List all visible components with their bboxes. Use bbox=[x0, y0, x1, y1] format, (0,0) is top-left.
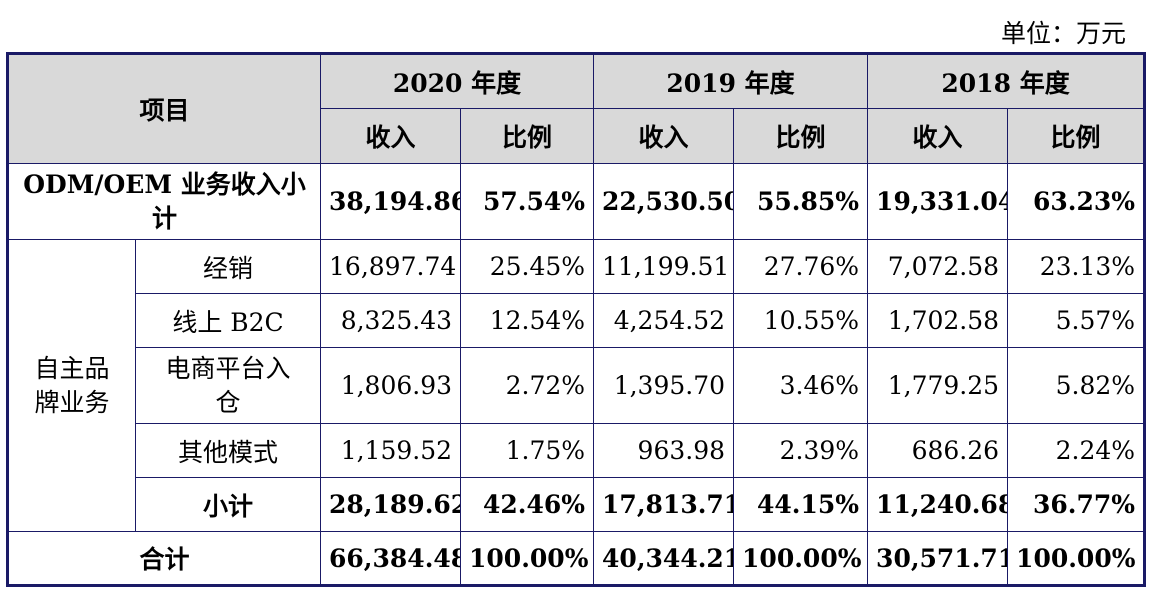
cell-value: 30,571.71 bbox=[867, 531, 1009, 587]
cell-value: 2.24% bbox=[1007, 423, 1147, 478]
table-row: 其他模式 1,159.52 1.75% 963.98 2.39% 686.26 … bbox=[8, 423, 1147, 478]
header-revenue: 收入 bbox=[320, 108, 462, 164]
cell-value: 1,806.93 bbox=[320, 347, 462, 424]
cell-value: 11,240.68 bbox=[867, 477, 1009, 532]
cell-value: 963.98 bbox=[593, 423, 735, 478]
cell-value: 40,344.21 bbox=[593, 531, 735, 587]
cell-value: 22,530.50 bbox=[593, 163, 735, 240]
row-label-total: 合计 bbox=[5, 531, 322, 587]
row-label: 线上 B2C bbox=[134, 293, 322, 348]
row-label: 经销 bbox=[134, 239, 322, 294]
cell-value: 38,194.86 bbox=[320, 163, 462, 240]
cell-value: 36.77% bbox=[1007, 477, 1147, 532]
row-label: 其他模式 bbox=[134, 423, 322, 478]
table-row: 线上 B2C 8,325.43 12.54% 4,254.52 10.55% 1… bbox=[8, 293, 1147, 348]
cell-value: 1,159.52 bbox=[320, 423, 462, 478]
cell-value: 100.00% bbox=[460, 531, 595, 587]
cell-value: 44.15% bbox=[733, 477, 869, 532]
cell-value: 7,072.58 bbox=[867, 239, 1009, 294]
cell-value: 2.39% bbox=[733, 423, 869, 478]
cell-value: 12.54% bbox=[460, 293, 595, 348]
cell-value: 100.00% bbox=[1007, 531, 1147, 587]
revenue-table: 项目 2020 年度 2019 年度 2018 年度 收入 比例 收入 比例 收… bbox=[5, 52, 1147, 587]
cell-value: 5.82% bbox=[1007, 347, 1147, 424]
cell-value: 28,189.62 bbox=[320, 477, 462, 532]
cell-value: 55.85% bbox=[733, 163, 869, 240]
cell-value: 42.46% bbox=[460, 477, 595, 532]
cell-value: 1,779.25 bbox=[867, 347, 1009, 424]
cell-value: 8,325.43 bbox=[320, 293, 462, 348]
cell-value: 66,384.48 bbox=[320, 531, 462, 587]
cell-value: 10.55% bbox=[733, 293, 869, 348]
table-row: 自主品牌业务 经销 16,897.74 25.45% 11,199.51 27.… bbox=[6, 239, 1147, 532]
cell-value: 25.45% bbox=[460, 239, 595, 294]
cell-value: 686.26 bbox=[867, 423, 1009, 478]
cell-value: 5.57% bbox=[1007, 293, 1147, 348]
cell-value: 100.00% bbox=[733, 531, 869, 587]
cell-value: 23.13% bbox=[1007, 239, 1147, 294]
table-row: 合计 66,384.48 100.00% 40,344.21 100.00% 3… bbox=[5, 531, 1147, 587]
cell-value: 63.23% bbox=[1007, 163, 1147, 240]
cell-value: 16,897.74 bbox=[320, 239, 462, 294]
cell-value: 4,254.52 bbox=[593, 293, 735, 348]
cell-value: 2.72% bbox=[460, 347, 595, 424]
cell-value: 17,813.71 bbox=[593, 477, 735, 532]
cell-value: 27.76% bbox=[733, 239, 869, 294]
table-row: 小计 28,189.62 42.46% 17,813.71 44.15% 11,… bbox=[8, 477, 1147, 532]
row-label-subtotal: 小计 bbox=[134, 477, 322, 532]
header-year-2019: 2019 年度 bbox=[593, 52, 869, 109]
header-year-2020: 2020 年度 bbox=[320, 52, 595, 109]
header-ratio: 比例 bbox=[733, 108, 869, 164]
cell-value: 3.46% bbox=[733, 347, 869, 424]
cell-value: 11,199.51 bbox=[593, 239, 735, 294]
row-group-own-brand: 自主品牌业务 bbox=[6, 239, 136, 532]
unit-label: 单位：万元 bbox=[1000, 19, 1126, 48]
header-item: 项目 bbox=[5, 52, 322, 164]
header-ratio: 比例 bbox=[1007, 108, 1147, 164]
row-label-odm: ODM/OEM 业务收入小计 bbox=[5, 163, 322, 240]
header-ratio: 比例 bbox=[460, 108, 595, 164]
row-label: 电商平台入仓 bbox=[134, 347, 322, 424]
table-row: ODM/OEM 业务收入小计 38,194.86 57.54% 22,530.5… bbox=[5, 163, 1147, 240]
table-row: 电商平台入仓 1,806.93 2.72% 1,395.70 3.46% 1,7… bbox=[8, 347, 1147, 424]
header-year-2018: 2018 年度 bbox=[867, 52, 1147, 109]
cell-value: 57.54% bbox=[460, 163, 595, 240]
cell-value: 1,702.58 bbox=[867, 293, 1009, 348]
header-revenue: 收入 bbox=[867, 108, 1009, 164]
cell-value: 1.75% bbox=[460, 423, 595, 478]
cell-value: 19,331.04 bbox=[867, 163, 1009, 240]
header-revenue: 收入 bbox=[593, 108, 735, 164]
cell-value: 1,395.70 bbox=[593, 347, 735, 424]
